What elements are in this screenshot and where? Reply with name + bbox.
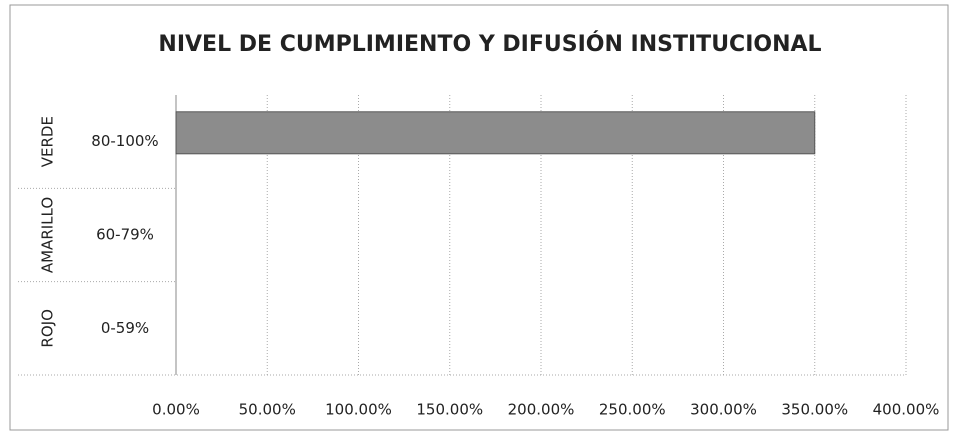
bar <box>175 111 816 155</box>
y-tick-label: 0-59% <box>101 319 149 337</box>
x-tick-label: 0.00% <box>152 401 200 419</box>
x-tick-label: 200.00% <box>508 401 575 419</box>
chart-title: NIVEL DE CUMPLIMIENTO Y DIFUSIÓN INSTITU… <box>158 31 821 57</box>
x-tick-label: 250.00% <box>599 401 666 419</box>
x-tick-label: 150.00% <box>416 401 483 419</box>
y-tick-label: 60-79% <box>96 226 154 244</box>
group-label: VERDE <box>39 116 57 167</box>
group-label: ROJO <box>39 309 57 347</box>
x-tick-label: 400.00% <box>873 401 940 419</box>
x-tick-label: 50.00% <box>239 401 296 419</box>
x-tick-label: 300.00% <box>690 401 757 419</box>
chart-border <box>9 4 949 431</box>
x-tick-label: 100.00% <box>325 401 392 419</box>
y-tick-label: 80-100% <box>91 132 158 150</box>
group-label: AMARILLO <box>39 197 57 273</box>
x-tick-label: 350.00% <box>781 401 848 419</box>
